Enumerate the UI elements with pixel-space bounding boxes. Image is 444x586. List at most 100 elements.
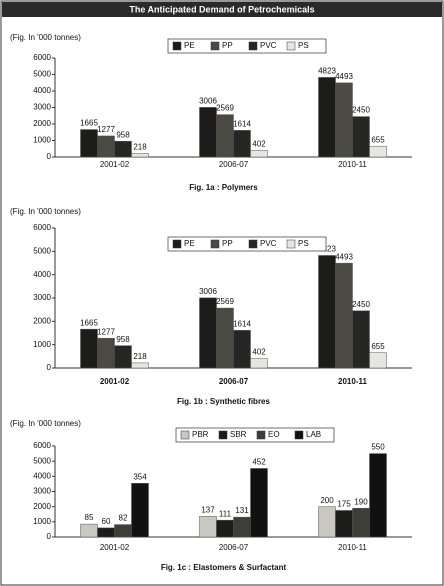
legend-swatch: [218, 430, 228, 440]
bar: [97, 527, 115, 538]
y-tick-label: 3000: [33, 293, 51, 302]
y-tick-label: 1000: [33, 340, 51, 349]
legend-label: PE: [184, 41, 195, 50]
bar: [216, 307, 234, 369]
x-tick-label: 2010-11: [338, 543, 367, 552]
bar: [369, 453, 387, 538]
bar: [369, 352, 387, 369]
legend-swatch: [286, 239, 296, 249]
y-axis-label: (Fig. In '000 tonnes): [10, 419, 81, 428]
legend-swatch: [210, 41, 220, 51]
bar: [335, 82, 353, 158]
y-tick-label: 3000: [33, 103, 51, 112]
y-tick-label: 0: [47, 363, 52, 372]
data-label: 111: [219, 509, 232, 518]
data-label: 1614: [233, 119, 251, 128]
y-tick-label: 6000: [33, 441, 51, 450]
legend-box: [167, 38, 327, 54]
bar: [335, 510, 353, 538]
legend-label: LAB: [306, 430, 321, 439]
bar: [114, 524, 132, 538]
legend-label: PVC: [260, 239, 277, 248]
bar: [335, 262, 353, 369]
y-tick-label: 4000: [33, 471, 51, 480]
data-label: 60: [102, 517, 111, 526]
data-label: 402: [252, 139, 266, 148]
data-label: 1665: [80, 318, 98, 327]
data-label: 1277: [97, 125, 115, 134]
bar: [352, 507, 370, 538]
data-label: 4493: [335, 72, 353, 81]
bar: [114, 345, 132, 369]
x-tick-label: 2001-02: [100, 160, 130, 169]
y-tick-label: 5000: [33, 70, 51, 79]
data-label: 190: [354, 497, 368, 506]
bar: [352, 310, 370, 369]
legend-box: [175, 427, 335, 443]
data-label: 82: [119, 514, 128, 523]
data-label: 4823: [318, 245, 336, 254]
bar: [250, 468, 268, 538]
legend-label: SBR: [230, 430, 247, 439]
y-tick-label: 4000: [33, 270, 51, 279]
legend-box: [167, 236, 327, 252]
bar: [216, 519, 234, 538]
bar: [80, 523, 98, 538]
figure-caption: Fig. 1c : Elastomers & Surfactant: [161, 563, 287, 572]
bar: [250, 150, 268, 158]
y-axis-label: (Fig. In '000 tonnes): [10, 207, 81, 216]
y-axis-label: (Fig. In '000 tonnes): [10, 33, 81, 42]
bar: [80, 129, 98, 158]
data-label: 655: [371, 135, 385, 144]
bar: [233, 330, 251, 369]
data-label: 3006: [199, 97, 217, 106]
data-label: 1614: [233, 319, 251, 328]
legend-swatch: [210, 239, 220, 249]
page-title: The Anticipated Demand of Petrochemicals: [129, 4, 314, 14]
legend-label: EO: [268, 430, 280, 439]
x-tick-label: 2006-07: [219, 543, 249, 552]
data-label: 2569: [216, 104, 234, 113]
data-label: 452: [252, 458, 266, 467]
legend-label: PVC: [260, 41, 277, 50]
data-label: 218: [133, 352, 147, 361]
bar: [199, 515, 217, 538]
legend-label: PBR: [192, 430, 209, 439]
bar: [369, 145, 387, 158]
x-tick-label: 2006-07: [219, 160, 249, 169]
y-tick-label: 1000: [33, 517, 51, 526]
data-label: 137: [201, 505, 215, 514]
bar: [216, 114, 234, 158]
bar: [97, 135, 115, 158]
bar: [199, 107, 217, 158]
y-tick-label: 6000: [33, 53, 51, 62]
y-tick-label: 5000: [33, 456, 51, 465]
bar: [233, 516, 251, 538]
data-label: 958: [116, 335, 130, 344]
data-label: 175: [337, 500, 351, 509]
y-tick-label: 3000: [33, 487, 51, 496]
legend-swatch: [248, 41, 258, 51]
bar: [131, 483, 149, 538]
data-label: 218: [133, 143, 147, 152]
bar: [318, 255, 336, 369]
y-tick-label: 5000: [33, 246, 51, 255]
y-tick-label: 2000: [33, 119, 51, 128]
data-label: 4823: [318, 67, 336, 76]
legend-swatch: [294, 430, 304, 440]
data-label: 1665: [80, 119, 98, 128]
legend-swatch: [180, 430, 190, 440]
x-tick-label: 2010-11: [338, 377, 367, 386]
y-tick-label: 0: [47, 152, 52, 161]
x-tick-label: 2001-02: [100, 377, 130, 386]
x-tick-label: 2006-07: [219, 377, 249, 386]
bar: [114, 140, 132, 158]
figure-caption: Fig. 1b : Synthetic fibres: [177, 397, 270, 406]
data-label: 655: [371, 342, 385, 351]
title-bar: [2, 2, 442, 17]
bar: [233, 130, 251, 158]
legend-label: PE: [184, 239, 195, 248]
data-label: 958: [116, 130, 130, 139]
